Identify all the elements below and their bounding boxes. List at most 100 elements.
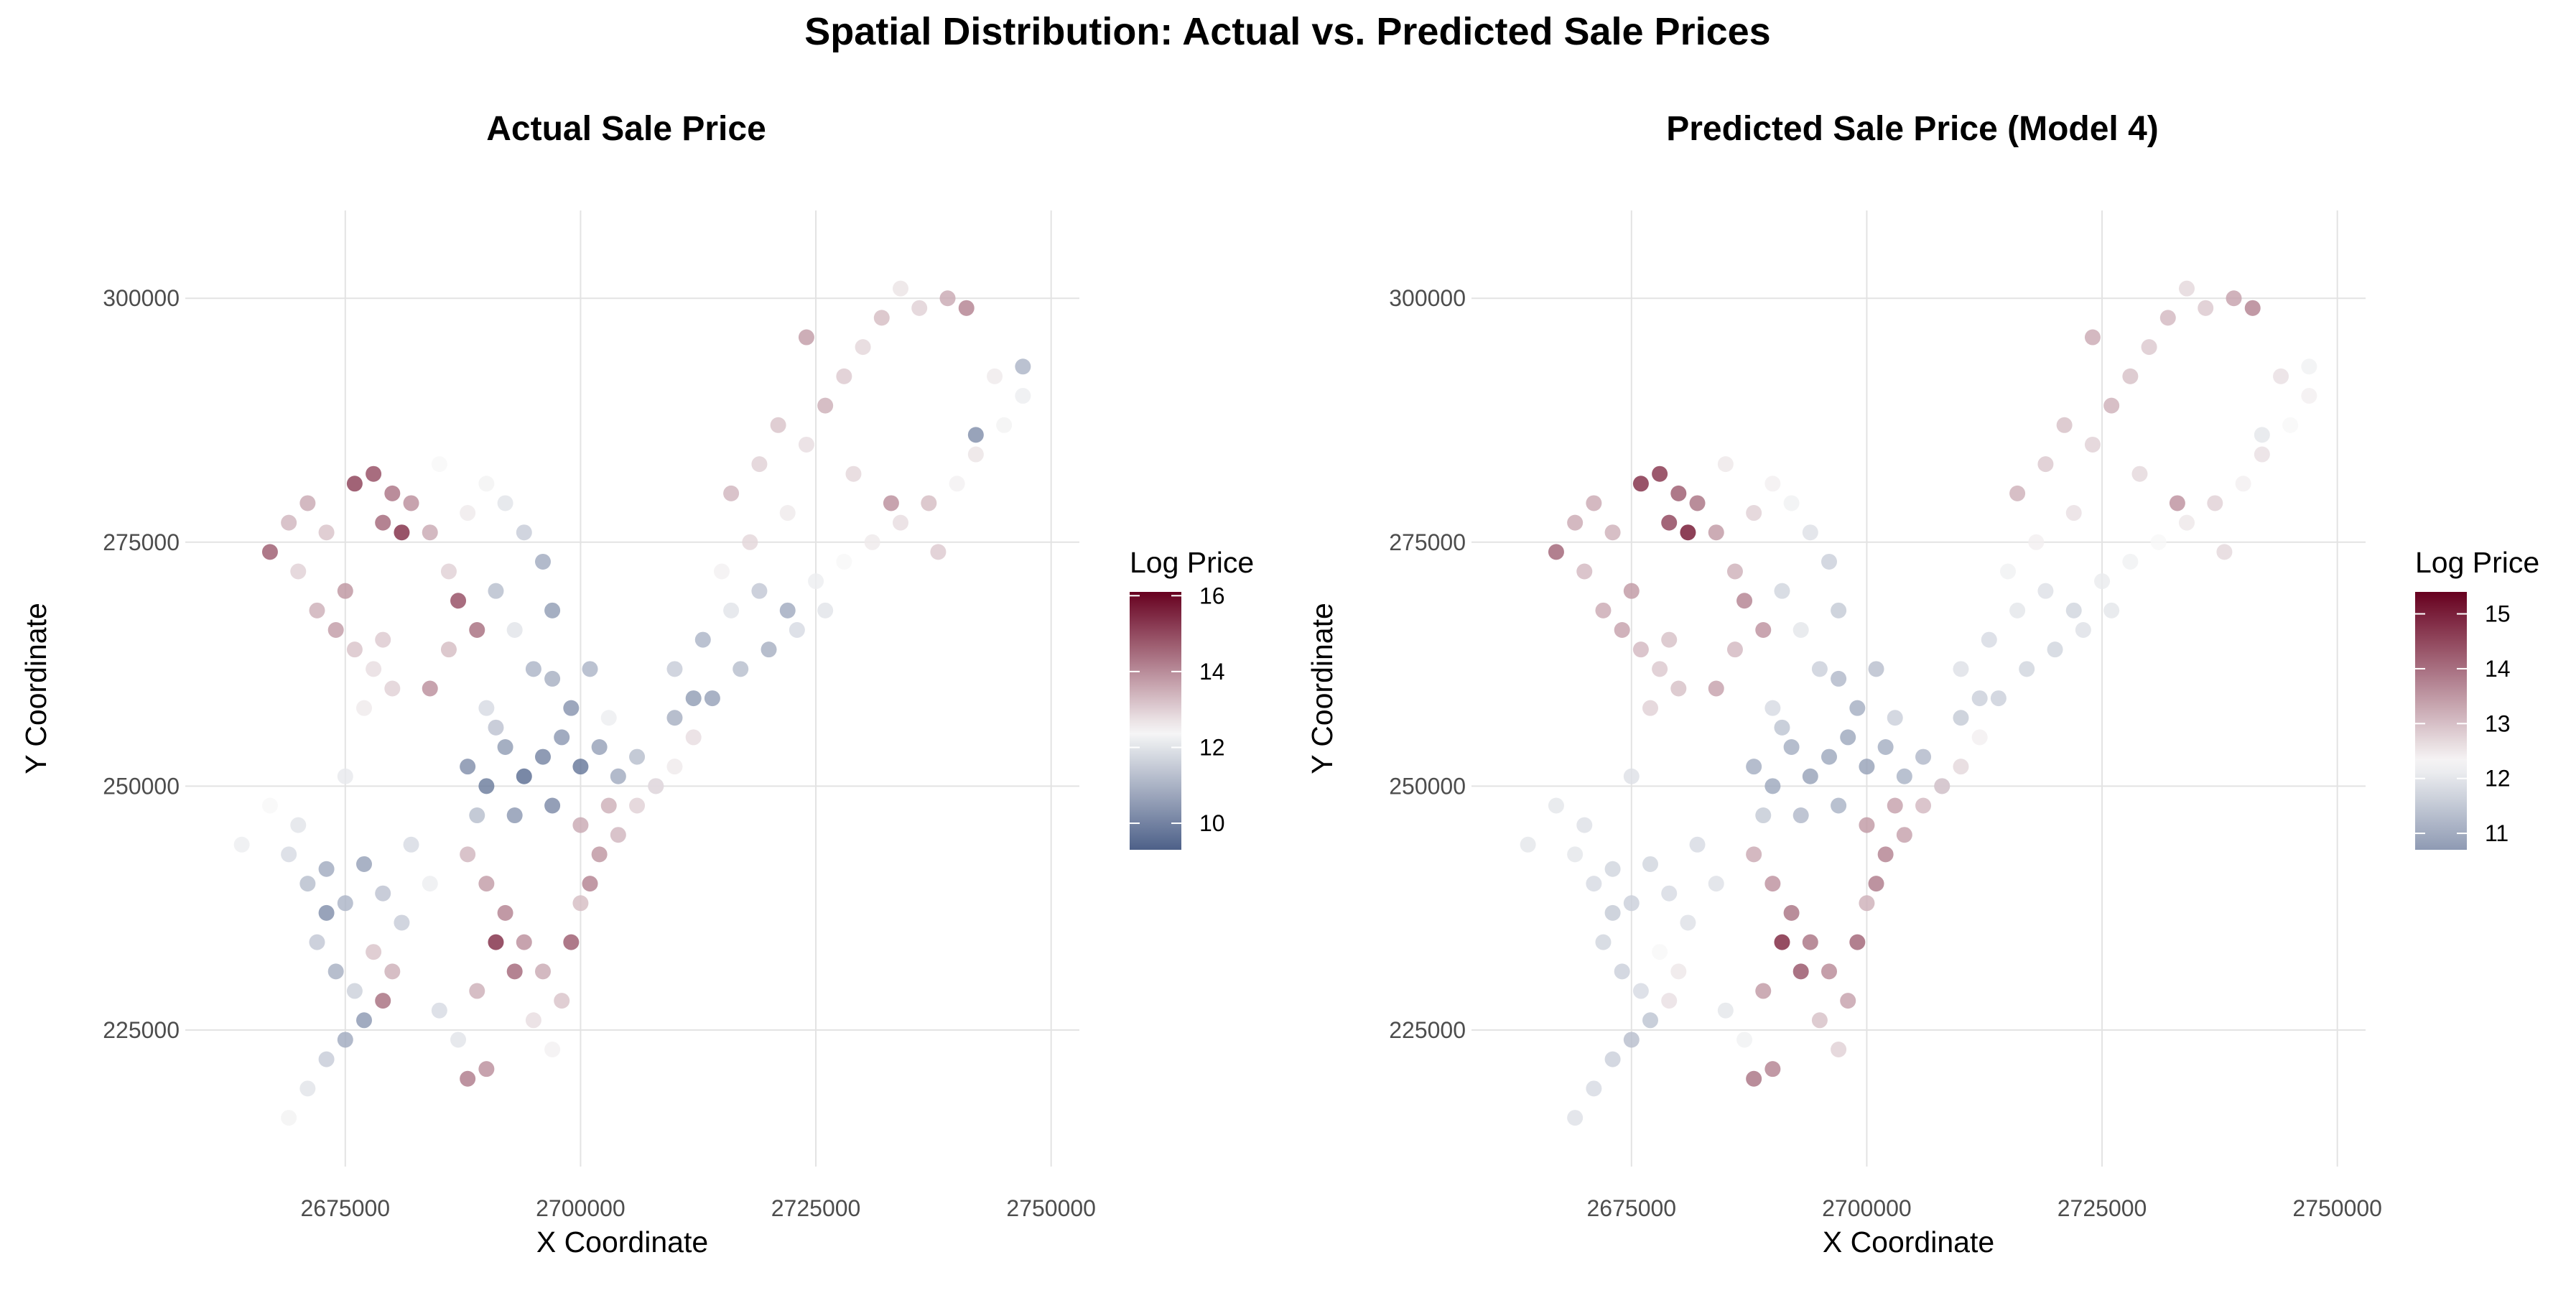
data-point <box>1821 553 1837 570</box>
data-point <box>281 846 297 863</box>
data-point <box>808 573 824 590</box>
data-point <box>2159 310 2176 326</box>
data-point <box>967 427 984 443</box>
data-point <box>883 495 899 511</box>
x-tick-label: 2725000 <box>771 1195 861 1221</box>
data-point <box>366 661 382 677</box>
data-point <box>761 641 777 658</box>
data-point <box>855 339 871 356</box>
data-point <box>1859 817 1875 833</box>
data-point <box>2094 573 2111 590</box>
data-point <box>1802 524 1818 541</box>
data-point <box>2254 427 2270 443</box>
data-point <box>233 836 250 853</box>
data-point <box>714 563 730 580</box>
y-tick-label: 225000 <box>1389 1017 1466 1043</box>
data-point <box>1831 670 1847 687</box>
data-point <box>422 876 438 892</box>
data-point <box>1586 1080 1602 1097</box>
data-point <box>1840 993 1856 1009</box>
points-layer <box>233 280 1031 1126</box>
data-point <box>704 690 720 707</box>
data-point <box>375 631 391 648</box>
data-point <box>2065 602 2082 618</box>
data-point <box>666 661 683 677</box>
data-point <box>836 368 852 384</box>
data-point <box>327 622 344 639</box>
data-point <box>440 641 457 658</box>
data-point <box>403 495 419 511</box>
data-point <box>610 827 626 843</box>
data-point <box>1576 563 1593 580</box>
data-point <box>666 759 683 775</box>
data-point <box>2028 534 2045 550</box>
data-point <box>554 993 570 1009</box>
data-point <box>1990 690 2007 707</box>
y-tick-label: 275000 <box>103 529 180 555</box>
data-point <box>478 700 495 716</box>
data-point <box>1792 963 1809 980</box>
legend-label: 15 <box>2485 601 2511 627</box>
data-point <box>544 602 561 618</box>
data-point <box>1811 661 1828 677</box>
data-point <box>375 885 391 902</box>
data-point <box>1680 524 1696 541</box>
data-point <box>318 904 335 921</box>
data-point <box>1632 476 1649 492</box>
data-point <box>600 797 617 814</box>
data-point <box>384 485 401 501</box>
data-point <box>1783 904 1800 921</box>
data-point <box>789 622 805 639</box>
data-point <box>2009 485 2026 501</box>
legend-label: 14 <box>2485 656 2511 682</box>
data-point <box>281 514 297 531</box>
data-point <box>1661 631 1678 648</box>
data-point <box>798 436 814 453</box>
data-point <box>488 719 504 736</box>
legend-label: 12 <box>2485 766 2511 792</box>
data-point <box>1831 1042 1847 1058</box>
data-point <box>949 476 965 492</box>
data-point <box>1623 583 1640 599</box>
data-point <box>1849 934 1866 950</box>
figure-title: Spatial Distribution: Actual vs. Predict… <box>804 10 1770 53</box>
data-point <box>554 729 570 746</box>
data-point <box>1726 641 1743 658</box>
data-point <box>2103 602 2120 618</box>
data-point <box>1915 749 1932 765</box>
data-point <box>2103 397 2120 414</box>
legend-label: 12 <box>1199 734 1225 760</box>
x-tick-label: 2750000 <box>1006 1195 1096 1221</box>
data-point <box>2037 456 2054 473</box>
data-point <box>1934 778 1950 794</box>
x-tick-label: 2700000 <box>536 1195 626 1221</box>
data-point <box>2301 388 2317 404</box>
data-point <box>346 983 363 999</box>
data-point <box>1604 524 1621 541</box>
data-point <box>779 602 796 618</box>
data-point <box>1680 914 1696 931</box>
data-point <box>544 1042 561 1058</box>
data-point <box>309 934 325 950</box>
x-tick-label: 2675000 <box>1587 1195 1677 1221</box>
data-point <box>1953 759 1969 775</box>
data-point <box>836 553 852 570</box>
data-point <box>309 602 325 618</box>
data-point <box>1774 583 1790 599</box>
data-point <box>2037 583 2054 599</box>
data-point <box>572 817 589 833</box>
y-tick-label: 225000 <box>103 1017 180 1043</box>
data-point <box>1792 622 1809 639</box>
data-point <box>506 807 523 824</box>
data-point <box>2047 641 2063 658</box>
data-point <box>1840 729 1856 746</box>
data-point <box>2122 553 2139 570</box>
data-point <box>450 1032 467 1048</box>
data-point <box>431 1002 447 1019</box>
legend-title: Log Price <box>1130 546 1254 579</box>
data-point <box>1670 485 1687 501</box>
data-point <box>478 876 495 892</box>
y-tick-label: 300000 <box>1389 285 1466 311</box>
data-point <box>1586 876 1602 892</box>
data-point <box>1567 514 1584 531</box>
